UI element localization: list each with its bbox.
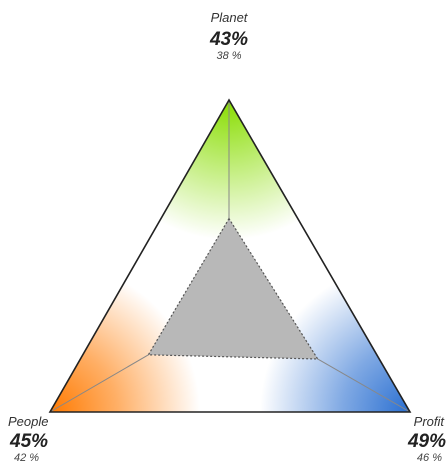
profit-sub-value: 46 % — [417, 452, 442, 464]
planet-value: 43% — [209, 29, 248, 50]
profit-value: 49% — [407, 431, 446, 452]
outer-triangle — [48, 98, 412, 413]
people-sub-value: 42 % — [14, 452, 39, 464]
profit-label: Profit — [414, 414, 446, 429]
planet-label: Planet — [211, 10, 249, 25]
people-label: People — [8, 414, 48, 429]
value-triangle — [147, 217, 319, 360]
people-value: 45% — [9, 431, 48, 452]
planet-sub-value: 38 % — [216, 50, 241, 62]
